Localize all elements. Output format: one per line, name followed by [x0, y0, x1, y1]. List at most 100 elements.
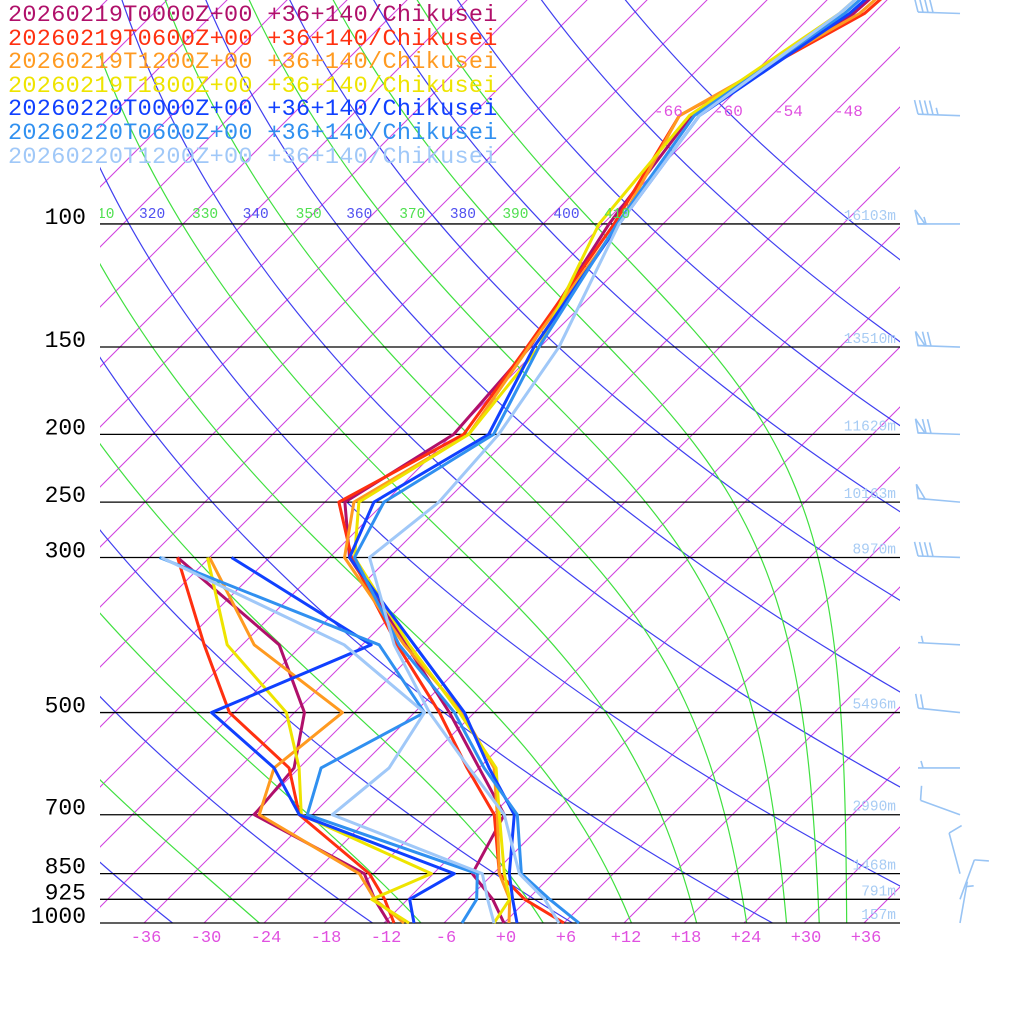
isotherm-line	[263, 286, 900, 924]
wind-barb-full	[926, 331, 932, 347]
dewpoint-trace-4	[209, 556, 456, 924]
isotherm-line	[100, 0, 288, 188]
height-label: 11629m	[844, 419, 896, 435]
dry-adiabat-label: 360	[346, 207, 372, 223]
isotherm-line	[503, 526, 900, 924]
height-label: 1468m	[852, 859, 896, 875]
dry-adiabat-line	[100, 529, 573, 924]
height-label: 5496m	[852, 698, 896, 714]
isotherm-line	[443, 466, 900, 924]
wind-barb-pennant	[914, 209, 927, 225]
wind-barb-full	[919, 0, 924, 13]
moist-adiabat-line	[248, 0, 788, 924]
isotherm-line	[100, 46, 900, 848]
wind-barb	[913, 99, 961, 117]
wind-barb-shaft	[917, 11, 961, 15]
wind-barb-pennant	[914, 418, 927, 435]
wind-barb-full	[924, 0, 929, 13]
wind-barb-full	[974, 859, 989, 862]
wind-barb-half	[935, 107, 939, 116]
isotherm-label: -66	[654, 103, 683, 121]
wind-barb	[914, 693, 961, 714]
temperature-tick-label: +30	[791, 929, 822, 948]
legend-entry-1: 20260219T0600Z+00 +36+140/Chikusei	[8, 25, 498, 53]
wind-barb	[914, 418, 961, 436]
dry-adiabat-label: 400	[553, 207, 579, 223]
moist-adiabat-label: 390	[502, 207, 528, 223]
sounding-traces	[158, 0, 883, 924]
wind-barb	[918, 635, 961, 646]
wind-barb	[914, 209, 960, 225]
wind-barb-half	[966, 885, 974, 888]
wind-barb-shaft	[920, 799, 961, 816]
dry-adiabat-line	[540, 0, 900, 343]
wind-barb-full	[921, 331, 927, 347]
isotherm-line	[100, 0, 348, 248]
wind-barb	[959, 881, 974, 924]
wind-barb-full	[921, 418, 927, 434]
dry-adiabat-line	[456, 0, 900, 427]
height-label: 2990m	[852, 800, 896, 816]
legend-entry-0: 20260219T0000Z+00 +36+140/Chikusei	[8, 2, 498, 29]
wind-barb-half	[920, 760, 924, 769]
legend-entry-6: 20260220T1200Z+00 +36+140/Chikusei	[8, 143, 498, 171]
wind-barb-shaft	[959, 859, 976, 900]
isotherm-line	[563, 586, 900, 924]
theta-labels: 320 340 360 380 400 310 330 350 370 390 410	[100, 207, 630, 223]
pressure-tick-label: 850	[45, 855, 86, 881]
isotherm-line	[100, 0, 828, 728]
temperature-tick-label: -6	[436, 929, 456, 948]
dry-adiabat-label: 320	[139, 207, 165, 223]
wind-barb	[913, 541, 961, 559]
wind-barb-full	[948, 824, 963, 834]
moist-adiabat-line	[100, 612, 422, 924]
isotherm-line	[924, 0, 1024, 923]
temperature-tick-label: -30	[191, 929, 222, 948]
dewpoint-trace-0	[176, 556, 391, 924]
temperature-tick-label: -36	[131, 929, 162, 948]
wind-barb-full	[926, 419, 932, 434]
height-label: 8970m	[852, 542, 896, 558]
pressure-tick-label: 200	[45, 415, 86, 441]
isotherm-label: -54	[774, 103, 803, 121]
wind-barb-shaft	[918, 707, 961, 714]
isotherm-line	[100, 0, 768, 668]
moist-adiabat-label: 350	[296, 207, 322, 223]
isotherm-line	[984, 0, 1024, 923]
moist-adiabat-line	[100, 442, 544, 924]
wind-barb-full	[928, 542, 934, 557]
wind-barb-full	[918, 100, 924, 115]
isotherm-label: -48	[834, 103, 863, 121]
dry-adiabat-label: 380	[450, 207, 476, 223]
temperature-tick-label: +12	[611, 929, 642, 948]
dry-adiabat-line	[100, 695, 373, 924]
isotherm-line	[100, 0, 888, 788]
temperature-tick-label: -18	[311, 929, 342, 948]
wind-barb	[918, 760, 960, 769]
moist-adiabat-line	[416, 0, 848, 924]
dry-adiabat-line	[100, 356, 773, 924]
temperature-tick-label: +6	[556, 929, 576, 948]
height-label: 157m	[861, 908, 896, 924]
dry-adiabat-line	[624, 0, 900, 261]
legend-entry-3: 20260219T1800Z+00 +36+140/Chikusei	[8, 72, 498, 100]
moist-adiabat-line	[332, 0, 820, 924]
moist-adiabat-label: 410	[604, 207, 630, 223]
dewpoint-trace-1	[176, 557, 396, 924]
isotherm-label: -60	[714, 103, 743, 121]
isotherm-line	[803, 826, 900, 924]
isotherm-line	[100, 0, 648, 548]
dry-adiabat-label: 340	[243, 207, 269, 223]
pressure-tick-label: 250	[45, 483, 86, 509]
isotherm-line	[100, 0, 588, 488]
wind-barb-shaft	[918, 641, 961, 646]
legend-entry-5: 20260220T0600Z+00 +36+140/Chikusei	[8, 119, 498, 147]
temperature-tick-label: -24	[251, 929, 282, 948]
isotherm-line	[100, 0, 468, 368]
dry-adiabat-line	[289, 0, 900, 602]
wind-barb-shaft	[959, 881, 969, 924]
wind-barb	[919, 785, 961, 816]
dewpoint-trace-2	[208, 556, 405, 924]
isotherm-line	[623, 646, 900, 924]
